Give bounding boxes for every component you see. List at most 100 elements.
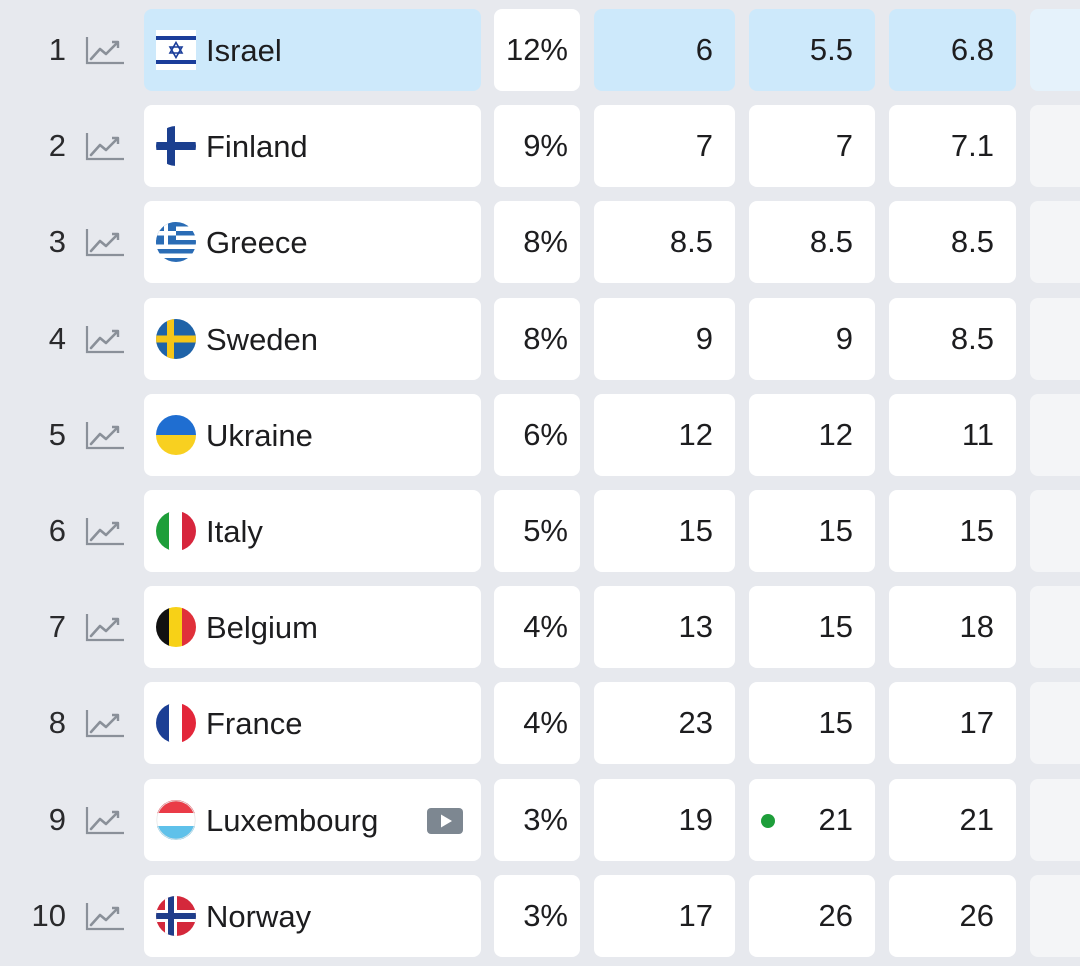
odds-cell[interactable]: 8.5 [594, 201, 735, 283]
odds-cell[interactable]: 12 [749, 394, 875, 476]
odds-cell-partial[interactable] [1030, 201, 1080, 283]
country-cell[interactable]: France [144, 682, 481, 764]
rank-number: 9 [48, 802, 66, 837]
rank-number: 5 [48, 417, 66, 452]
green-dot-indicator [761, 814, 775, 828]
country-name: Belgium [206, 610, 318, 645]
odds-cell-partial[interactable] [1030, 298, 1080, 380]
country-cell[interactable]: Norway [144, 875, 481, 957]
win-probability: 4% [494, 682, 580, 764]
table-row[interactable]: 3 Greece 8% 8.5 8.5 8.5 [0, 201, 1080, 283]
odds-cell-partial[interactable] [1030, 779, 1080, 861]
odds-cell[interactable]: 19 [594, 779, 735, 861]
odds-cell-partial[interactable] [1030, 682, 1080, 764]
odds-cell[interactable]: 15 [594, 490, 735, 572]
table-row[interactable]: 4 Sweden 8% 9 9 8.5 [0, 298, 1080, 380]
odds-cell[interactable]: 12 [594, 394, 735, 476]
trend-chart-icon[interactable] [84, 130, 126, 162]
odds-cell-partial[interactable] [1030, 875, 1080, 957]
norway-flag-icon [156, 896, 196, 936]
odds-cell[interactable]: 26 [749, 875, 875, 957]
table-row[interactable]: 10 Norway 3% 17 26 26 [0, 875, 1080, 957]
table-row[interactable]: 5 Ukraine 6% 12 12 11 [0, 394, 1080, 476]
odds-cell[interactable]: 15 [889, 490, 1016, 572]
odds-cell[interactable]: 7 [594, 105, 735, 187]
trend-chart-icon[interactable] [84, 611, 126, 643]
win-probability: 8% [494, 298, 580, 380]
country-cell[interactable]: Greece [144, 201, 481, 283]
italy-flag-icon [156, 511, 196, 551]
odds-cell[interactable]: 17 [594, 875, 735, 957]
table-row[interactable]: 6 Italy 5% 15 15 15 [0, 490, 1080, 572]
odds-cell-partial[interactable] [1030, 9, 1080, 91]
odds-value: 15 [818, 705, 853, 740]
trend-chart-icon[interactable] [84, 323, 126, 355]
trend-chart-icon[interactable] [84, 226, 126, 258]
table-row[interactable]: 2 Finland 9% 7 7 7.1 [0, 105, 1080, 187]
odds-cell-partial[interactable] [1030, 394, 1080, 476]
odds-cell-partial[interactable] [1030, 586, 1080, 668]
trend-chart-icon[interactable] [84, 707, 126, 739]
play-video-icon[interactable] [427, 808, 463, 834]
odds-cell-partial[interactable] [1030, 490, 1080, 572]
win-probability: 3% [494, 779, 580, 861]
rank-number: 6 [48, 513, 66, 548]
odds-cell[interactable]: 8.5 [889, 201, 1016, 283]
trend-chart-icon[interactable] [84, 804, 126, 836]
odds-cell[interactable]: 15 [749, 490, 875, 572]
table-row[interactable]: 8 France 4% 23 15 17 [0, 682, 1080, 764]
trend-chart-icon[interactable] [84, 34, 126, 66]
odds-cell[interactable]: 21 [889, 779, 1016, 861]
greece-flag-icon [156, 222, 196, 262]
country-cell[interactable]: Finland [144, 105, 481, 187]
rank-number: 1 [48, 32, 66, 67]
odds-value: 15 [818, 609, 853, 644]
country-name: Greece [206, 225, 308, 260]
table-row[interactable]: 1 Israel 12% 6 5.5 6.8 [0, 9, 1080, 91]
israel-flag-icon [156, 30, 196, 70]
odds-cell[interactable]: 9 [749, 298, 875, 380]
odds-cell[interactable]: 6 [594, 9, 735, 91]
odds-cell[interactable]: 21 [749, 779, 875, 861]
country-cell[interactable]: Sweden [144, 298, 481, 380]
odds-cell[interactable]: 15 [749, 586, 875, 668]
table-row[interactable]: 7 Belgium 4% 13 15 18 [0, 586, 1080, 668]
rank-number: 8 [48, 705, 66, 740]
odds-cell[interactable]: 8.5 [749, 201, 875, 283]
odds-cell[interactable]: 18 [889, 586, 1016, 668]
country-cell[interactable]: Italy [144, 490, 481, 572]
country-cell[interactable]: Israel [144, 9, 481, 91]
trend-chart-icon[interactable] [84, 900, 126, 932]
odds-cell[interactable]: 13 [594, 586, 735, 668]
trend-chart-icon[interactable] [84, 419, 126, 451]
table-row[interactable]: 9 Luxembourg 3% 19 21 21 [0, 779, 1080, 861]
country-cell[interactable]: Luxembourg [144, 779, 481, 861]
win-probability: 12% [494, 9, 580, 91]
odds-value: 15 [818, 513, 853, 548]
sweden-flag-icon [156, 319, 196, 359]
win-probability: 6% [494, 394, 580, 476]
country-name: Sweden [206, 322, 319, 357]
trend-chart-icon[interactable] [84, 515, 126, 547]
rank-number: 10 [31, 898, 66, 933]
odds-cell[interactable]: 8.5 [889, 298, 1016, 380]
odds-cell-partial[interactable] [1030, 105, 1080, 187]
odds-cell[interactable]: 23 [594, 682, 735, 764]
odds-cell[interactable]: 7 [749, 105, 875, 187]
country-name: Ukraine [206, 418, 313, 453]
odds-cell[interactable]: 5.5 [749, 9, 875, 91]
country-name: Norway [206, 899, 312, 934]
odds-cell[interactable]: 17 [889, 682, 1016, 764]
win-probability: 8% [494, 201, 580, 283]
odds-cell[interactable]: 11 [889, 394, 1016, 476]
odds-cell[interactable]: 6.8 [889, 9, 1016, 91]
odds-cell[interactable]: 7.1 [889, 105, 1016, 187]
finland-flag-icon [156, 126, 196, 166]
country-cell[interactable]: Ukraine [144, 394, 481, 476]
odds-cell[interactable]: 15 [749, 682, 875, 764]
odds-cell[interactable]: 26 [889, 875, 1016, 957]
odds-value: 12 [818, 417, 853, 452]
country-cell[interactable]: Belgium [144, 586, 481, 668]
odds-cell[interactable]: 9 [594, 298, 735, 380]
